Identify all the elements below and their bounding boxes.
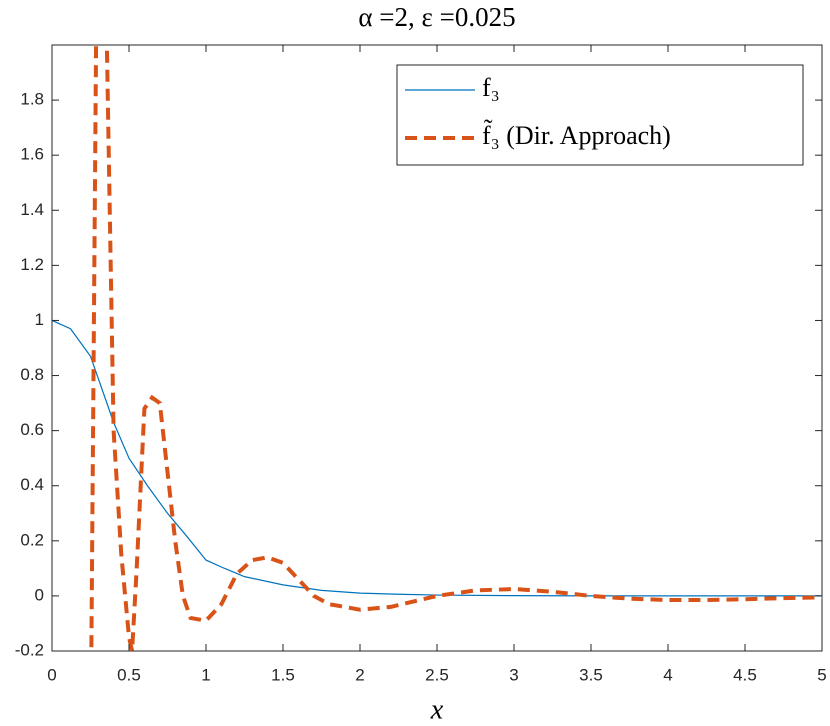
x-tick-label: 3 xyxy=(509,665,518,684)
y-tick-label: 1.6 xyxy=(20,145,44,164)
x-tick-label: 4.5 xyxy=(733,665,757,684)
plot-lines xyxy=(52,45,822,651)
x-tick-label: 1 xyxy=(201,665,210,684)
x-tick-label: 2.5 xyxy=(425,665,449,684)
x-axis-label: x xyxy=(430,694,444,725)
x-tick-label: 4 xyxy=(663,665,672,684)
x-tick-label: 0 xyxy=(47,665,56,684)
series-line xyxy=(52,319,822,597)
chart-title: α =2, ε =0.025 xyxy=(358,2,515,32)
x-tick-label: 2 xyxy=(355,665,364,684)
legend-label: f₃ xyxy=(482,73,500,102)
y-tick-label: 1.4 xyxy=(20,200,44,219)
legend-label: f̃₃ (Dir. Approach) xyxy=(482,121,671,150)
y-tick-label: 0.8 xyxy=(20,365,44,384)
y-tick-label: 1.2 xyxy=(20,255,44,274)
legend xyxy=(396,64,804,166)
y-tick-label: 0.6 xyxy=(20,420,44,439)
x-tick-label: 5 xyxy=(817,665,826,684)
y-tick-label: -0.2 xyxy=(15,640,44,659)
x-tick-label: 0.5 xyxy=(117,665,141,684)
x-tick-label: 1.5 xyxy=(271,665,295,684)
x-tick-label: 3.5 xyxy=(579,665,603,684)
y-tick-label: 1 xyxy=(35,310,44,329)
y-tick-label: 0.2 xyxy=(20,530,44,549)
y-tick-label: 0 xyxy=(35,585,44,604)
y-tick-label: 1.8 xyxy=(20,90,44,109)
y-tick-label: 0.4 xyxy=(20,475,44,494)
